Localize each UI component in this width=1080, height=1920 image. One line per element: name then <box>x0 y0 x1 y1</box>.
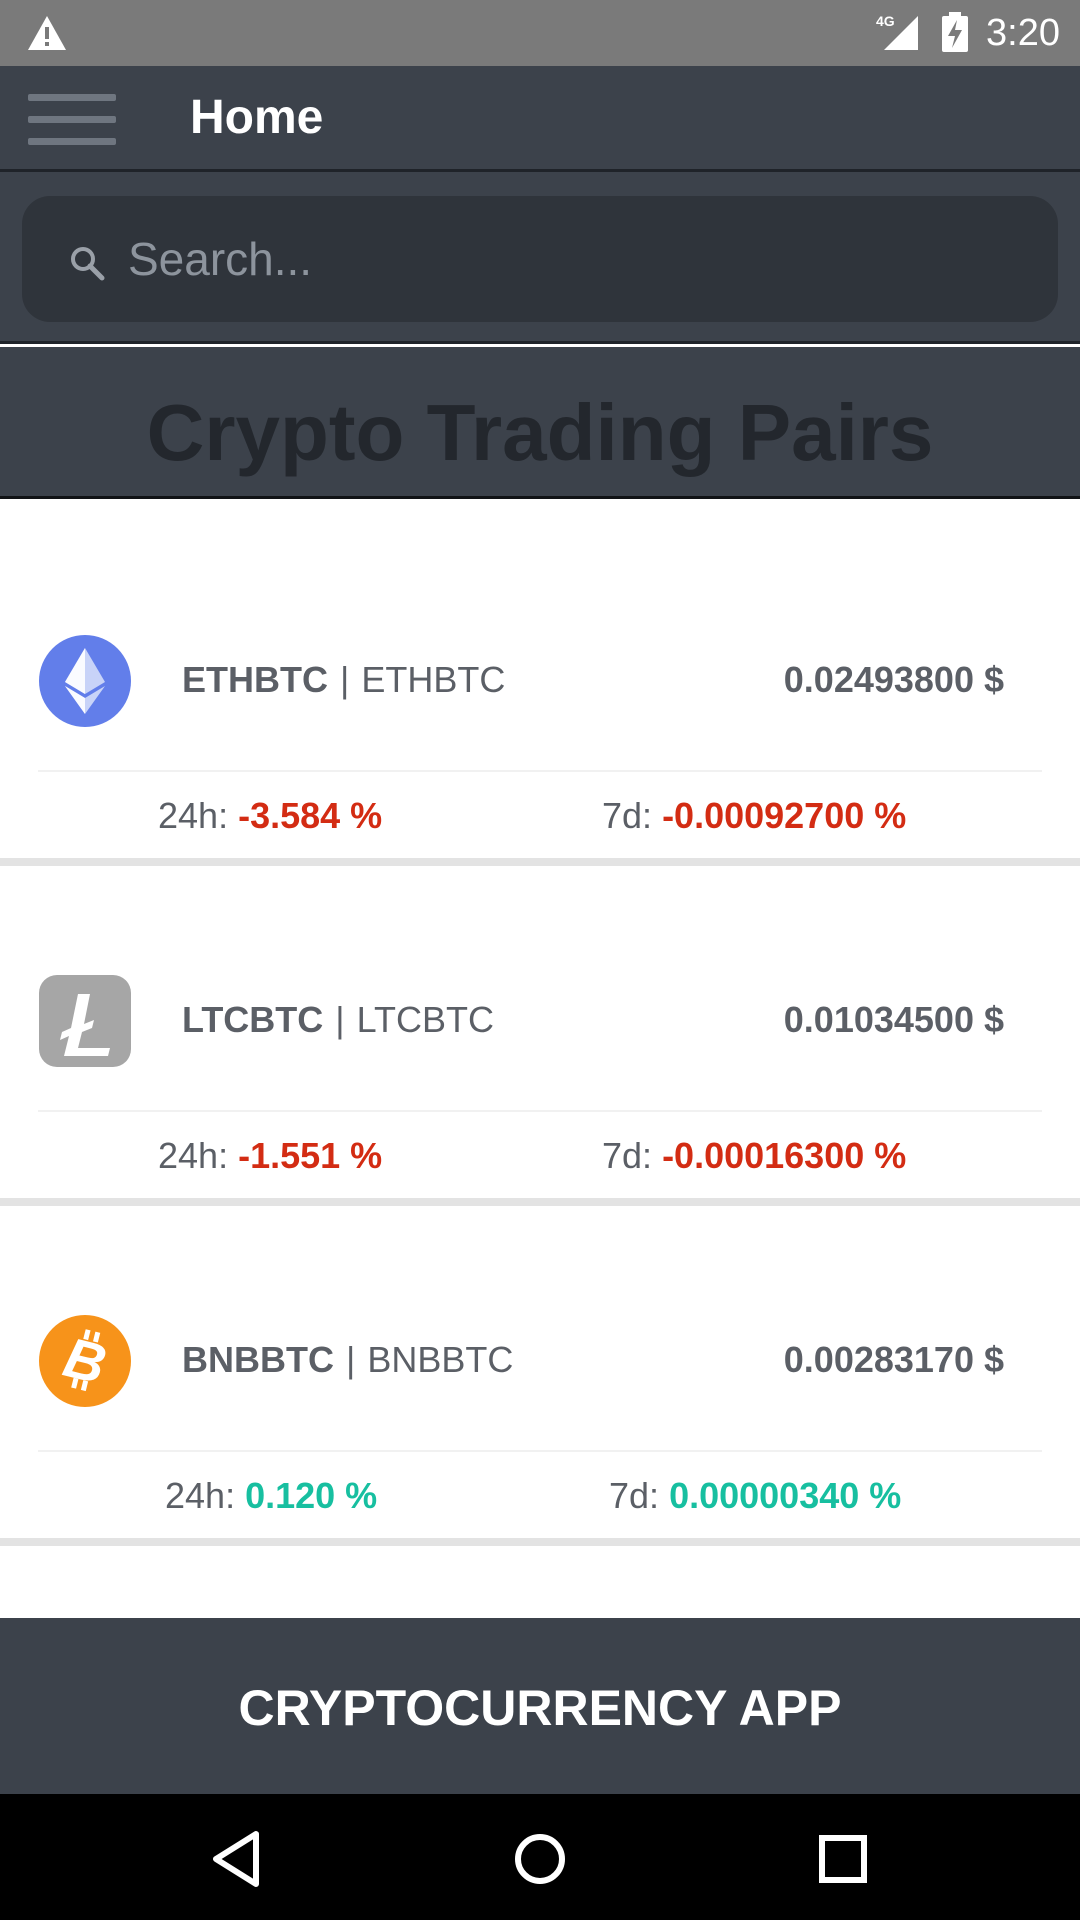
page-title: Home <box>190 91 324 144</box>
search-bar-container <box>0 172 1080 344</box>
pair-card-ethbtc[interactable]: ETHBTC | ETHBTC 0.02493800 $ 24h: -3.584 %… <box>0 532 1080 866</box>
change-7d-label: 7d: <box>609 1475 660 1516</box>
warning-icon <box>28 16 66 50</box>
network-type: 4G <box>876 13 895 29</box>
signal-icon: 4G <box>876 13 918 50</box>
change-24h-label: 24h: <box>158 1135 229 1176</box>
change-7d-value: -0.00092700 % <box>662 795 907 836</box>
home-icon[interactable] <box>505 1824 575 1894</box>
app-bar: Home <box>0 66 1080 172</box>
footer-text: CRYPTOCURRENCY APP <box>238 1680 842 1736</box>
battery-charging-icon <box>942 12 968 52</box>
pair-symbol: LTCBTC <box>182 999 324 1040</box>
card-divider <box>38 1110 1042 1112</box>
pair-price: 0.00283170 $ <box>783 1339 1004 1380</box>
pair-card-ltcbtc[interactable]: LTCBTC | LTCBTC 0.01034500 $ 24h: -1.551 %… <box>0 872 1080 1206</box>
change-7d: 7d: -0.00016300 % <box>602 1134 906 1178</box>
change-24h: 24h: -1.551 % <box>158 1134 382 1178</box>
change-7d-label: 7d: <box>602 1135 653 1176</box>
clock: 3:20 <box>986 12 1060 54</box>
search-icon <box>71 247 105 281</box>
pair-symbol: BNBBTC <box>182 1339 334 1380</box>
pair-label: LTCBTC | LTCBTC <box>182 998 494 1042</box>
pair-separator: | <box>345 1339 356 1380</box>
pair-price: 0.01034500 $ <box>783 999 1004 1040</box>
change-7d: 7d: 0.00000340 % <box>609 1474 901 1518</box>
pair-price: 0.02493800 $ <box>783 659 1004 700</box>
change-24h-label: 24h: <box>158 795 229 836</box>
pair-separator: | <box>335 999 345 1040</box>
status-bar: 4G 3:20 <box>0 0 1080 66</box>
search-input[interactable] <box>126 224 1026 294</box>
hamburger-menu-icon[interactable] <box>26 88 118 150</box>
change-24h-value: 0.120 % <box>245 1475 378 1516</box>
change-7d-value: 0.00000340 % <box>669 1475 902 1516</box>
change-24h-value: -1.551 % <box>238 1135 383 1176</box>
back-icon[interactable] <box>202 1824 272 1894</box>
pair-card-bnbbtc[interactable]: B BNBBTC | BNBBTC 0.00283170 $ 24h: 0.120 … <box>0 1212 1080 1546</box>
pair-name: ETHBTC <box>361 659 506 700</box>
section-title: Crypto Trading Pairs <box>146 388 934 477</box>
change-24h-value: -3.584 % <box>238 795 383 836</box>
search-box[interactable] <box>22 196 1058 322</box>
litecoin-icon <box>39 975 131 1067</box>
recents-icon[interactable] <box>808 1824 878 1894</box>
bitcoin-icon: B <box>39 1315 131 1407</box>
change-24h: 24h: 0.120 % <box>165 1474 377 1518</box>
system-nav-bar <box>0 1794 1080 1920</box>
pair-separator: | <box>340 659 350 700</box>
change-7d-label: 7d: <box>602 795 653 836</box>
change-7d-value: -0.00016300 % <box>662 1135 907 1176</box>
change-24h: 24h: -3.584 % <box>158 794 382 838</box>
card-divider <box>38 1450 1042 1452</box>
card-divider <box>38 770 1042 772</box>
ethereum-icon <box>39 635 131 727</box>
pair-label: ETHBTC | ETHBTC <box>182 658 505 702</box>
change-24h-label: 24h: <box>165 1475 236 1516</box>
pair-name: LTCBTC <box>356 999 494 1040</box>
pair-symbol: ETHBTC <box>182 659 328 700</box>
section-header: Crypto Trading Pairs <box>0 347 1080 499</box>
pair-label: BNBBTC | BNBBTC <box>182 1338 513 1382</box>
footer-banner: CRYPTOCURRENCY APP <box>0 1618 1080 1794</box>
change-7d: 7d: -0.00092700 % <box>602 794 906 838</box>
pair-name: BNBBTC <box>367 1339 514 1380</box>
